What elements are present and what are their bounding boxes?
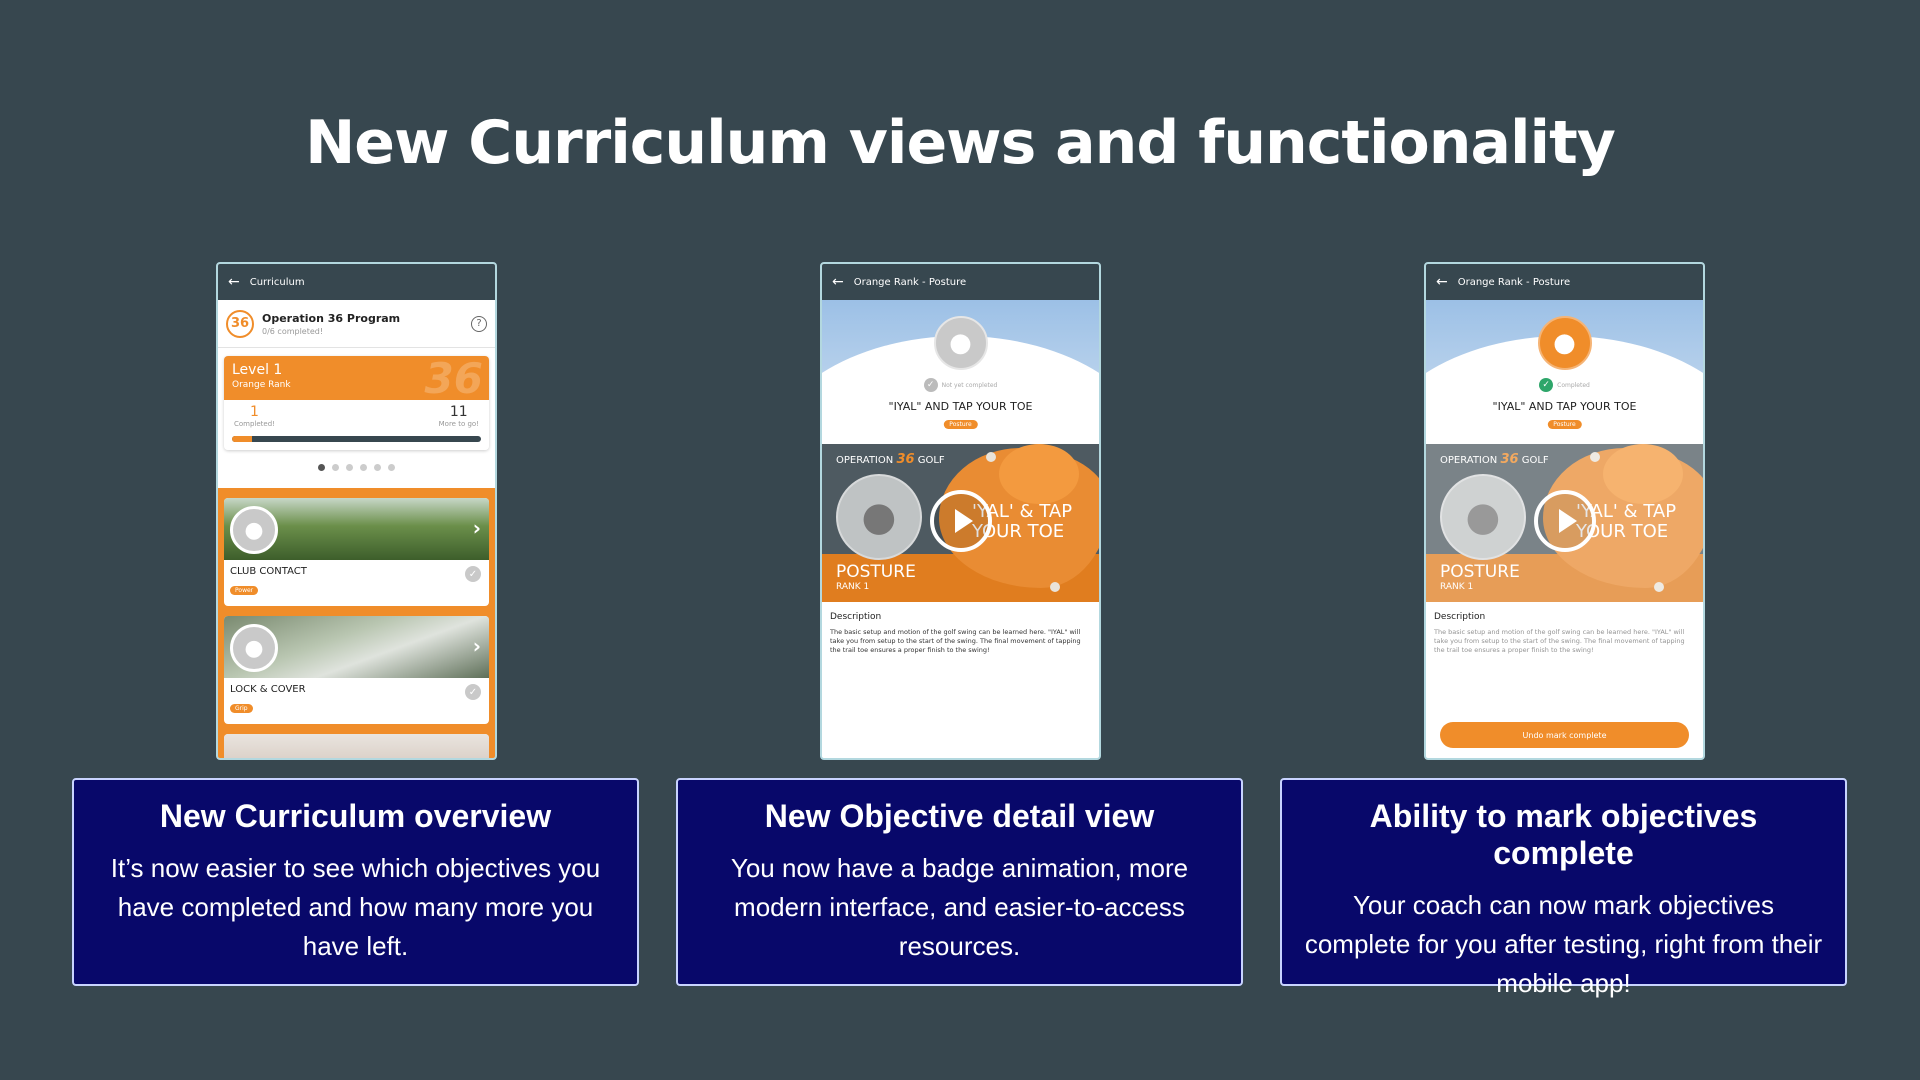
topbar-title: Curriculum (249, 276, 305, 288)
objective-tag: Power (230, 586, 259, 595)
objective-photo (224, 734, 489, 758)
carousel-dot[interactable] (318, 464, 325, 471)
golfer-figure-icon: ● (1440, 474, 1526, 560)
app-topbar: ← Orange Rank - Posture (1426, 264, 1703, 300)
decorative-dot (1654, 582, 1664, 592)
completed-label: Completed! (234, 420, 275, 428)
video-player[interactable]: OPERATION 36 GOLF ● 'YAL' & TAP YOUR TOE… (1426, 444, 1703, 602)
golfer-badge-icon: ● (230, 506, 278, 554)
objective-heading: "IYAL" AND TAP YOUR TOE (888, 400, 1033, 413)
level-progress-bar (232, 436, 481, 442)
carousel-dot[interactable] (374, 464, 381, 471)
check-circle-icon: ✓ (465, 684, 481, 700)
video-category: POSTURE (1440, 562, 1520, 582)
description-body: The basic setup and motion of the golf s… (1434, 628, 1685, 654)
objective-card[interactable]: ● › LOCK & COVER Grip ✓ (224, 616, 489, 724)
video-rank: RANK 1 (1440, 582, 1474, 592)
feature-card-title: New Objective detail view (764, 798, 1155, 834)
level-progress-fill (232, 436, 252, 442)
level-watermark: 36 (424, 356, 483, 403)
decorative-dot (1590, 452, 1600, 462)
video-brand: OPERATION 36 GOLF (1440, 452, 1549, 467)
feature-card-title: Ability to mark objectives complete (1369, 798, 1758, 871)
mark-complete-phone-screenshot: ← Orange Rank - Posture ● ✓ Completed "I… (1424, 262, 1705, 760)
decorative-dot (1050, 582, 1060, 592)
description-section: Description The basic setup and motion o… (1426, 602, 1703, 665)
objectives-list: ● › CLUB CONTACT Power ✓ ● › LOCK & COVE… (218, 488, 495, 758)
app-topbar: ← Curriculum (218, 264, 495, 300)
completion-status: Not yet completed (941, 381, 998, 389)
objective-name: LOCK & COVER (230, 684, 306, 695)
objective-photo: ● › (224, 498, 489, 560)
objective-card-partial[interactable] (224, 734, 489, 758)
objective-hero: ● ✓ Not yet completed "IYAL" AND TAP YOU… (822, 300, 1099, 444)
check-circle-icon: ✓ (465, 566, 481, 582)
carousel-dot[interactable] (388, 464, 395, 471)
golfer-figure-icon: ● (836, 474, 922, 560)
golfer-badge-icon: ● (933, 316, 988, 370)
back-arrow-icon[interactable]: ← (832, 274, 844, 290)
program-row[interactable]: 36 Operation 36 Program 0/6 completed! ? (218, 300, 495, 348)
undo-mark-complete-button[interactable]: Undo mark complete (1440, 722, 1689, 748)
video-category: POSTURE (836, 562, 916, 582)
feature-card-body: It’s now easier to see which objectives … (110, 853, 601, 961)
description-body: The basic setup and motion of the golf s… (830, 628, 1081, 654)
objective-heading: "IYAL" AND TAP YOUR TOE (1492, 400, 1637, 413)
completed-count: 1 (250, 404, 259, 420)
video-player[interactable]: OPERATION 36 GOLF ● 'YAL' & TAP YOUR TOE… (822, 444, 1099, 602)
video-title: 'YAL' & TAP YOUR TOE (1576, 501, 1677, 542)
objective-name: CLUB CONTACT (230, 566, 307, 577)
decorative-dot (986, 452, 996, 462)
feature-card-body: Your coach can now mark objectives compl… (1304, 890, 1823, 998)
objective-tag: Posture (1547, 420, 1582, 429)
app-topbar: ← Orange Rank - Posture (822, 264, 1099, 300)
feature-card-mark-complete: Ability to mark objectives complete Your… (1280, 778, 1847, 998)
golfer-badge-icon: ● (1537, 316, 1592, 370)
back-arrow-icon[interactable]: ← (1436, 274, 1448, 290)
slide-title: New Curriculum views and functionality (305, 108, 1616, 178)
help-icon[interactable]: ? (471, 315, 487, 332)
objective-tag: Grip (230, 704, 253, 713)
remaining-label: More to go! (438, 420, 479, 428)
remaining-count: 11 (449, 404, 468, 420)
carousel-dot[interactable] (360, 464, 367, 471)
play-icon[interactable] (1534, 490, 1596, 552)
golfer-badge-icon: ● (230, 624, 278, 672)
level-rank: Orange Rank (232, 380, 291, 390)
level-title: Level 1 (232, 362, 283, 378)
program-logo-icon: 36 (226, 309, 254, 338)
description-title: Description (1434, 612, 1486, 622)
back-arrow-icon[interactable]: ← (228, 274, 240, 290)
feature-card-body: You now have a badge animation, more mod… (730, 853, 1189, 961)
carousel-dot[interactable] (346, 464, 353, 471)
objective-card[interactable]: ● › CLUB CONTACT Power ✓ (224, 498, 489, 606)
check-circle-icon: ✓ (1539, 378, 1554, 392)
objective-detail-phone-screenshot: ← Orange Rank - Posture ● ✓ Not yet comp… (820, 262, 1101, 760)
description-section: Description The basic setup and motion o… (822, 602, 1099, 665)
feature-card-overview: New Curriculum overview It’s now easier … (72, 778, 639, 986)
objective-hero: ● ✓ Completed "IYAL" AND TAP YOUR TOE Po… (1426, 300, 1703, 444)
carousel-dots[interactable] (218, 464, 495, 474)
chevron-right-icon[interactable]: › (472, 516, 481, 540)
program-progress-text: 0/6 completed! (262, 326, 324, 336)
topbar-title: Orange Rank - Posture (853, 276, 967, 288)
topbar-title: Orange Rank - Posture (1457, 276, 1571, 288)
feature-card-title: New Curriculum overview (159, 798, 552, 834)
level-card[interactable]: Level 1 Orange Rank 36 1 Completed! 11 M… (224, 356, 489, 450)
play-icon[interactable] (930, 490, 992, 552)
description-title: Description (830, 612, 882, 622)
video-title: 'YAL' & TAP YOUR TOE (972, 501, 1073, 542)
feature-card-detail-view: New Objective detail view You now have a… (676, 778, 1243, 986)
chevron-right-icon[interactable]: › (472, 634, 481, 658)
carousel-dot[interactable] (332, 464, 339, 471)
curriculum-phone-screenshot: ← Curriculum 36 Operation 36 Program 0/6… (216, 262, 497, 760)
video-rank: RANK 1 (836, 582, 870, 592)
objective-photo: ● › (224, 616, 489, 678)
completion-status: Completed (1557, 381, 1590, 389)
video-brand: OPERATION 36 GOLF (836, 452, 945, 467)
check-circle-icon: ✓ (923, 378, 938, 392)
program-title: Operation 36 Program (262, 311, 401, 325)
objective-tag: Posture (943, 420, 978, 429)
